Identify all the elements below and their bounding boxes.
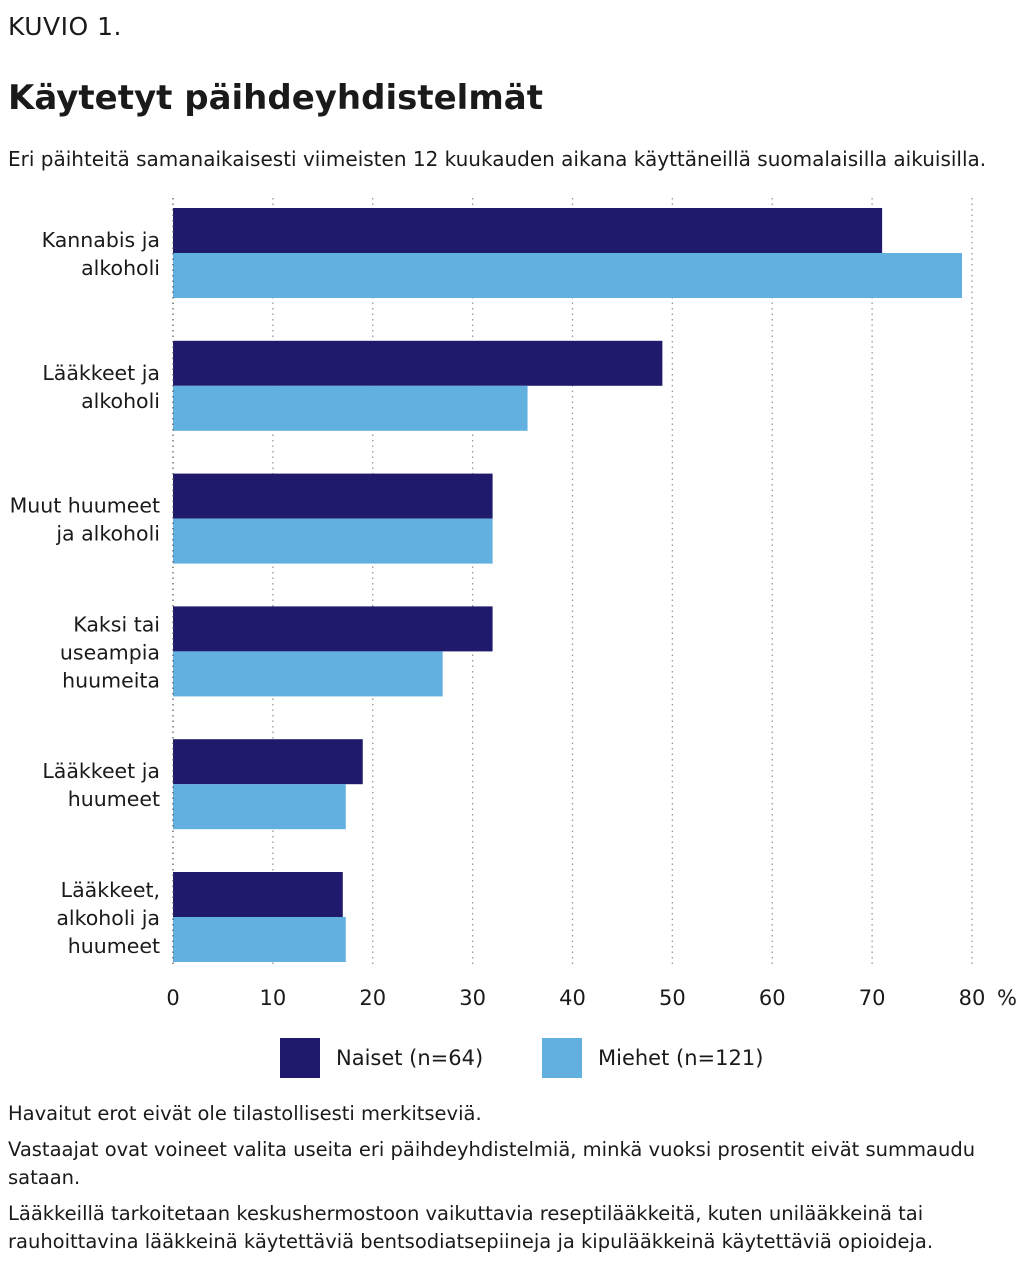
x-unit-label: % — [997, 986, 1017, 1010]
bar — [173, 606, 493, 652]
legend-swatch-naiset — [280, 1038, 320, 1078]
bar — [173, 385, 528, 431]
bar-chart: Kannabis ja alkoholi Lääkkeet ja alkoholi Mu… — [10, 198, 1017, 1010]
category-label: Muut huumeet — [10, 494, 160, 518]
footnote: Havaitut erot eivät ole tilastollisesti … — [8, 1102, 482, 1125]
bar — [173, 739, 363, 785]
category-label: Lääkkeet ja — [42, 759, 160, 783]
bar — [173, 784, 346, 830]
legend-label-naiset: Naiset (n=64) — [336, 1046, 484, 1070]
chart-title: Käytetyt päihdeyhdistelmät — [8, 78, 543, 118]
category-label: Kaksi tai — [73, 612, 160, 636]
category-label: huumeita — [62, 668, 160, 692]
x-tick-label: 0 — [166, 986, 179, 1010]
x-tick-label: 50 — [659, 986, 686, 1010]
category-label: alkoholi ja — [56, 906, 160, 930]
footnotes: Havaitut erot eivät ole tilastollisesti … — [8, 1100, 1008, 1264]
category-label: Lääkkeet, — [61, 878, 160, 902]
x-tick-label: 10 — [260, 986, 287, 1010]
legend-label-miehet: Miehet (n=121) — [598, 1046, 764, 1070]
bar — [173, 473, 493, 519]
x-tick-label: 30 — [459, 986, 486, 1010]
bar — [173, 518, 493, 564]
bar — [173, 340, 663, 386]
x-tick-label: 20 — [359, 986, 386, 1010]
category-label: alkoholi — [81, 256, 160, 280]
footnote: Lääkkeillä tarkoitetaan keskushermostoon… — [8, 1202, 934, 1253]
footnote: Vastaajat ovat voineet valita useita eri… — [8, 1138, 976, 1189]
bar — [173, 651, 443, 697]
x-tick-label: 40 — [559, 986, 586, 1010]
x-tick-label: 60 — [759, 986, 786, 1010]
x-tick-label: 80 — [959, 986, 986, 1010]
figure-label: KUVIO 1. — [8, 12, 122, 41]
chart-subtitle: Eri päihteitä samanaikaisesti viimeisten… — [8, 147, 987, 171]
legend: Naiset (n=64) Miehet (n=121) — [0, 1038, 1024, 1082]
bar — [173, 872, 343, 917]
category-label: huumeet — [68, 787, 160, 811]
category-label: useampia — [60, 640, 160, 664]
category-label: alkoholi — [81, 389, 160, 413]
bar — [173, 208, 883, 253]
bar — [173, 253, 963, 298]
bar — [173, 917, 346, 962]
category-label: Kannabis ja — [42, 228, 160, 252]
category-label: ja alkoholi — [55, 522, 160, 546]
category-label: huumeet — [68, 934, 160, 958]
category-label: Lääkkeet ja — [42, 361, 160, 385]
x-tick-label: 70 — [859, 986, 886, 1010]
legend-item-miehet: Miehet (n=121) — [542, 1038, 763, 1078]
legend-item-naiset: Naiset (n=64) — [280, 1038, 483, 1078]
legend-swatch-miehet — [542, 1038, 582, 1078]
